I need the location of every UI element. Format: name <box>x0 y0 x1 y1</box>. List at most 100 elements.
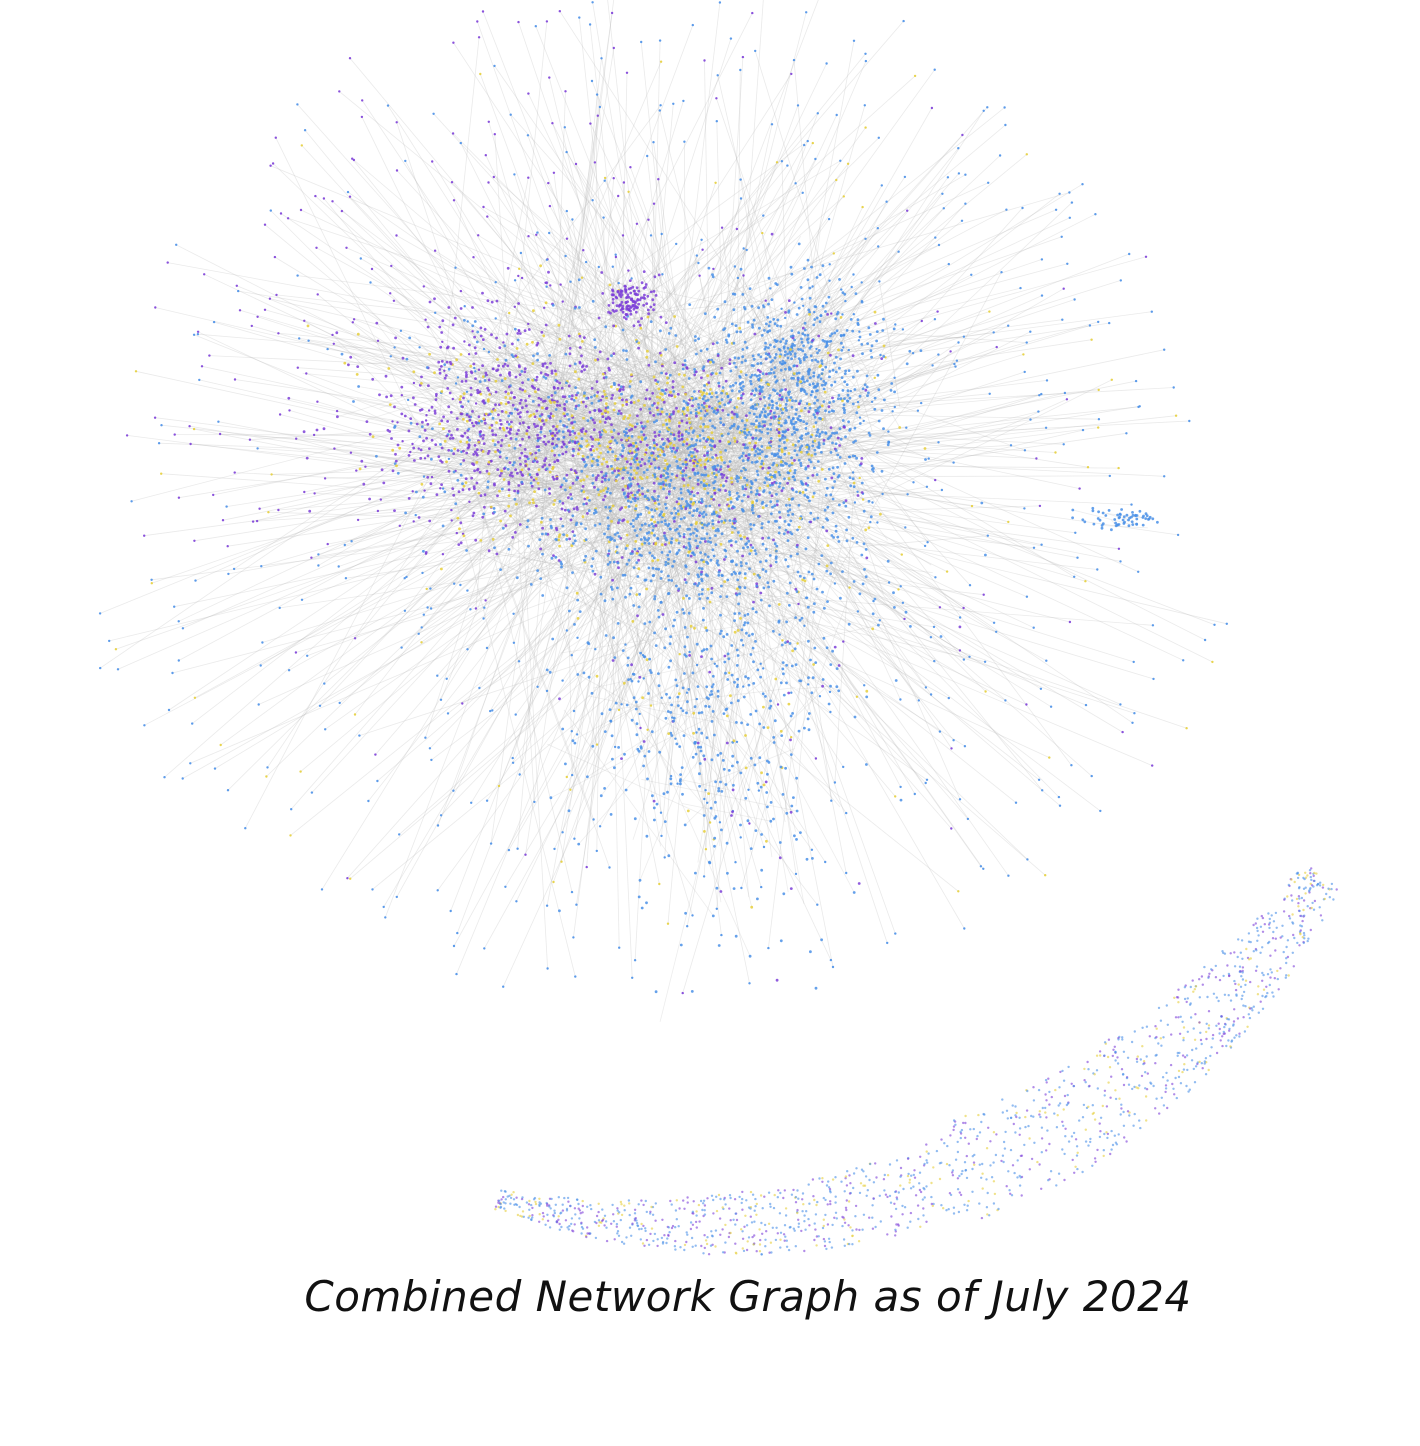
graph-node <box>713 491 717 495</box>
graph-node <box>590 401 594 405</box>
graph-node <box>648 465 652 468</box>
graph-edge <box>297 275 641 320</box>
graph-edge <box>510 114 824 466</box>
graph-node <box>831 396 834 400</box>
graph-node <box>238 309 242 312</box>
graph-node <box>550 369 554 373</box>
graph-node <box>487 181 490 184</box>
graph-node <box>706 474 710 478</box>
graph-node <box>465 390 469 393</box>
graph-node <box>544 407 548 411</box>
graph-node <box>590 564 594 568</box>
graph-edge <box>772 464 857 602</box>
graph-edge <box>421 383 474 385</box>
graph-node <box>447 429 451 433</box>
graph-node <box>950 747 953 750</box>
graph-node <box>616 412 620 416</box>
graph-node <box>1137 570 1140 573</box>
graph-node <box>414 513 417 517</box>
graph-node <box>519 398 523 402</box>
graph-node <box>695 254 698 257</box>
graph-node <box>553 400 556 404</box>
graph-node <box>842 425 846 429</box>
graph-node <box>659 475 663 479</box>
graph-node <box>697 406 701 410</box>
graph-node <box>150 578 153 581</box>
graph-node <box>494 390 498 394</box>
graph-edge <box>685 305 764 636</box>
graph-node <box>173 433 176 436</box>
graph-edge <box>624 182 716 463</box>
graph-node <box>503 467 506 470</box>
graph-edge <box>582 250 671 422</box>
graph-node <box>611 450 614 454</box>
graph-node <box>426 325 430 329</box>
graph-node <box>1150 310 1154 313</box>
graph-node <box>639 380 643 384</box>
graph-node <box>750 482 754 486</box>
graph-node <box>763 410 767 413</box>
graph-node <box>535 460 539 464</box>
graph-node <box>1152 677 1155 681</box>
graph-edge <box>588 500 949 699</box>
graph-node <box>612 381 616 385</box>
graph-node <box>819 417 823 421</box>
graph-node <box>664 321 668 324</box>
graph-node <box>390 264 393 268</box>
graph-edge <box>545 388 970 658</box>
graph-edge <box>213 406 654 496</box>
graph-edge <box>260 411 661 666</box>
graph-edge <box>606 401 859 414</box>
graph-edge <box>670 391 745 477</box>
graph-edge <box>600 349 625 470</box>
graph-node <box>192 427 196 431</box>
graph-node <box>440 331 444 334</box>
graph-node <box>450 181 454 184</box>
graph-edge <box>538 360 873 503</box>
graph-node <box>433 297 436 301</box>
graph-edge <box>512 439 539 527</box>
graph-node <box>462 459 466 462</box>
graph-node <box>627 269 630 272</box>
graph-edge <box>550 411 688 693</box>
graph-node <box>474 370 477 373</box>
graph-node <box>701 248 704 251</box>
graph-node <box>617 194 620 198</box>
graph-node <box>703 414 707 418</box>
graph-edge <box>605 410 720 426</box>
graph-node <box>1049 705 1053 708</box>
graph-node <box>933 659 936 663</box>
graph-node <box>673 395 677 398</box>
graph-node <box>771 404 775 407</box>
graph-node <box>839 334 843 338</box>
graph-node <box>829 710 832 714</box>
graph-node <box>422 285 425 288</box>
graph-edge <box>875 465 1119 469</box>
graph-node <box>637 435 641 439</box>
graph-node <box>816 430 819 434</box>
graph-node <box>597 493 601 497</box>
graph-node <box>846 389 850 393</box>
graph-node <box>521 437 524 441</box>
graph-edge <box>425 270 658 554</box>
graph-edge <box>640 41 685 454</box>
graph-node <box>592 428 596 432</box>
graph-edge <box>697 360 801 454</box>
graph-node <box>805 379 809 383</box>
graph-node <box>796 104 800 107</box>
graph-node <box>460 450 463 454</box>
graph-edge <box>449 406 1121 705</box>
graph-node <box>852 313 855 316</box>
graph-edge <box>508 321 562 483</box>
graph-edge <box>628 313 635 326</box>
graph-node <box>656 448 660 451</box>
graph-node <box>767 324 771 328</box>
graph-node <box>873 396 877 400</box>
graph-node <box>798 414 801 418</box>
graph-node <box>598 444 602 447</box>
graph-edge <box>834 476 855 783</box>
graph-node <box>505 332 509 336</box>
graph-edge <box>674 399 723 450</box>
graph-node <box>498 489 501 493</box>
graph-node <box>504 524 508 527</box>
